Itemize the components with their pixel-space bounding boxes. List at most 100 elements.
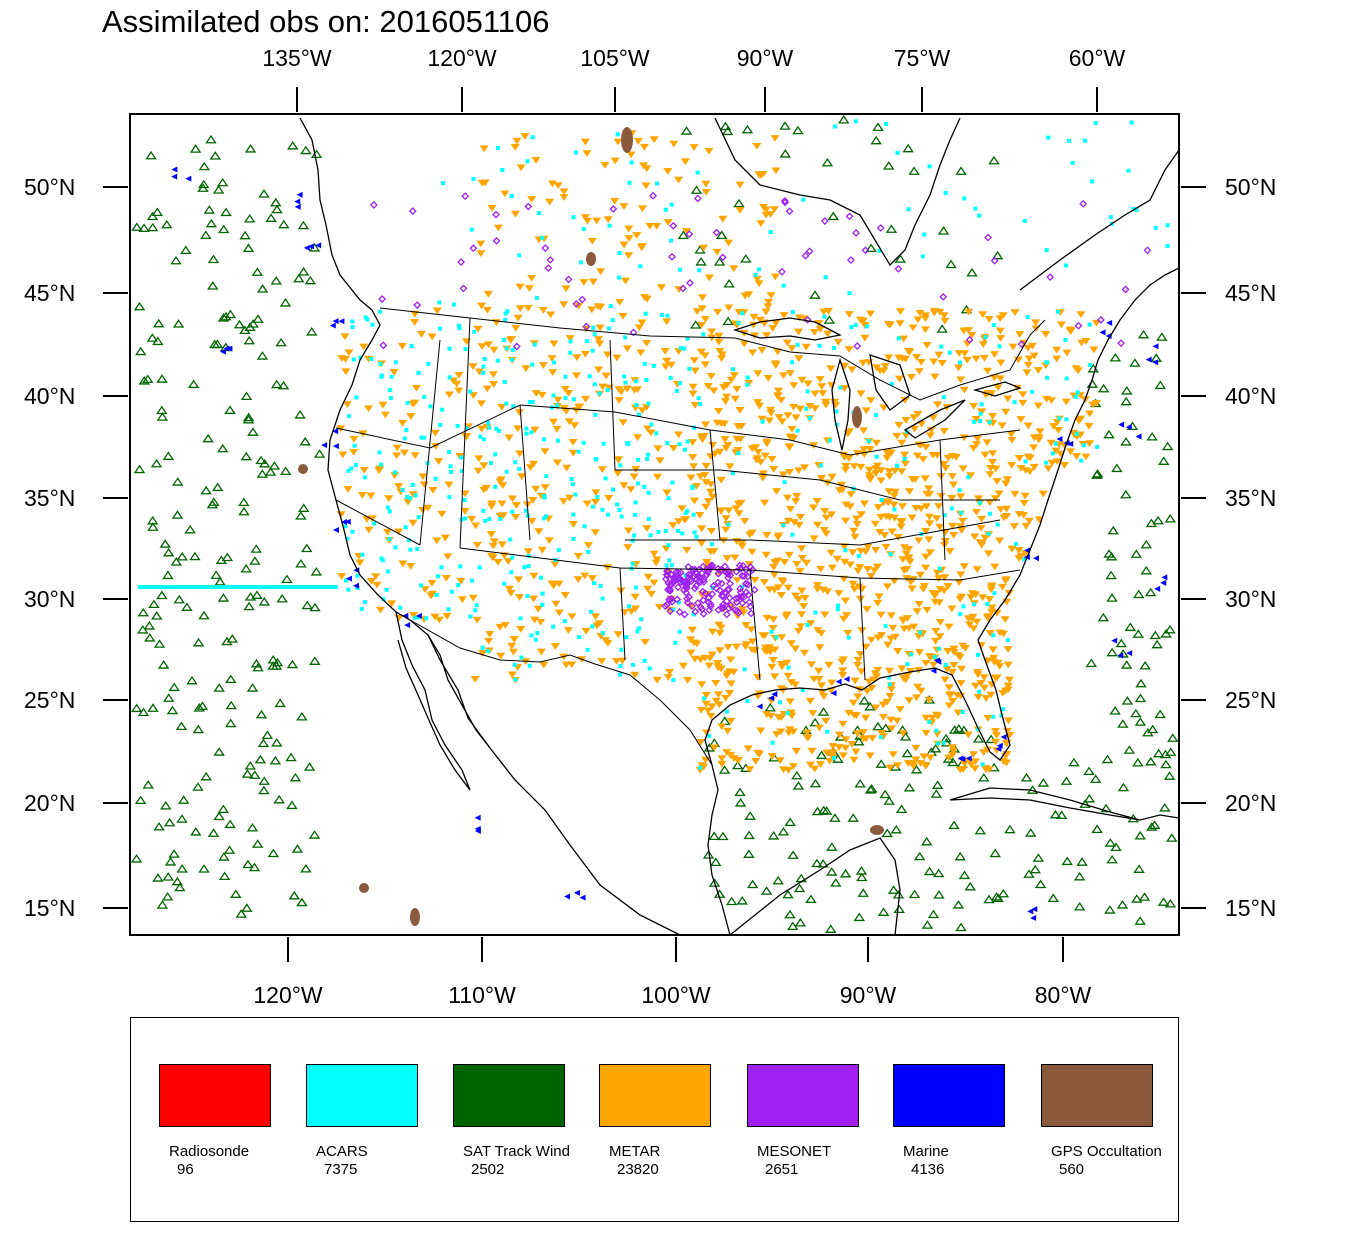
obs-marker [701,188,711,196]
obs-marker [878,701,888,709]
obs-marker [573,492,578,497]
obs-marker [835,607,840,612]
obs-marker [552,459,562,467]
obs-marker [489,538,499,546]
obs-marker [539,661,549,669]
obs-marker [1066,327,1076,335]
obs-marker [1097,612,1110,622]
obs-marker [613,456,623,464]
obs-marker [717,723,727,731]
obs-marker [819,526,829,534]
obs-marker [224,309,237,319]
obs-marker [827,211,839,221]
obs-marker [874,593,884,601]
obs-marker [876,611,886,619]
obs-marker [629,473,639,481]
obs-marker [694,599,702,607]
obs-marker [897,503,907,510]
obs-marker [678,345,683,350]
obs-marker [1089,346,1099,354]
obs-marker [855,564,865,571]
obs-marker [941,740,946,745]
legend-label: METAR [609,1143,661,1160]
obs-marker [384,495,394,503]
obs-marker [810,405,820,413]
obs-marker [880,532,890,539]
obs-marker [430,429,440,437]
obs-marker [849,711,859,719]
obs-marker [814,667,824,675]
obs-marker [787,679,797,686]
obs-marker [963,731,973,739]
obs-marker [1034,516,1044,524]
obs-marker [944,754,954,762]
obs-marker [294,585,299,589]
obs-marker [885,513,895,521]
obs-marker [688,454,698,461]
obs-marker [449,589,454,594]
obs-marker [985,602,990,607]
obs-marker [600,507,605,512]
obs-marker [473,608,478,613]
obs-marker [888,624,898,632]
obs-marker [766,292,776,300]
obs-marker [804,406,809,411]
obs-marker [301,543,313,553]
obs-marker [225,700,237,710]
obs-marker [953,652,963,659]
obs-marker [965,335,974,344]
obs-marker [1095,444,1100,449]
obs-marker [943,662,948,667]
obs-marker [493,558,503,566]
obs-marker [767,663,777,671]
obs-marker [267,585,272,589]
obs-marker [927,719,932,724]
obs-marker [974,825,987,835]
obs-marker [172,319,185,328]
obs-marker [832,756,837,761]
obs-marker [230,889,242,898]
obs-marker [600,162,610,169]
obs-marker [539,575,544,580]
obs-marker [223,845,236,854]
obs-marker [613,470,623,477]
obs-marker [670,480,675,485]
obs-marker [753,448,763,456]
obs-marker [405,494,410,499]
obs-marker [717,831,729,841]
obs-marker [161,891,174,901]
obs-marker [976,525,986,532]
obs-marker [406,538,411,543]
obs-marker [481,364,486,369]
obs-marker [459,284,468,293]
obs-marker [140,585,145,589]
obs-marker [198,864,210,873]
obs-marker [760,499,770,507]
obs-marker [880,723,892,733]
obs-marker [308,830,321,839]
obs-marker [1123,745,1136,754]
obs-marker [151,585,156,589]
obs-marker [500,167,505,172]
obs-marker [1130,708,1142,718]
obs-marker [783,412,793,420]
obs-marker [1066,448,1076,456]
gps-occultation-blob [298,464,308,474]
obs-marker [714,569,723,578]
obs-marker [281,585,285,589]
obs-marker [568,521,578,528]
obs-marker [249,556,261,565]
obs-marker [699,596,708,605]
obs-marker [1035,428,1045,436]
obs-marker [297,220,310,230]
legend-count: 7375 [324,1161,358,1178]
obs-marker [922,606,932,614]
obs-marker [992,732,1002,739]
obs-marker [737,539,747,547]
obs-marker [690,484,695,489]
obs-marker [1075,390,1080,395]
obs-marker [985,499,995,507]
obs-marker [1153,225,1158,230]
obs-marker [921,729,931,737]
